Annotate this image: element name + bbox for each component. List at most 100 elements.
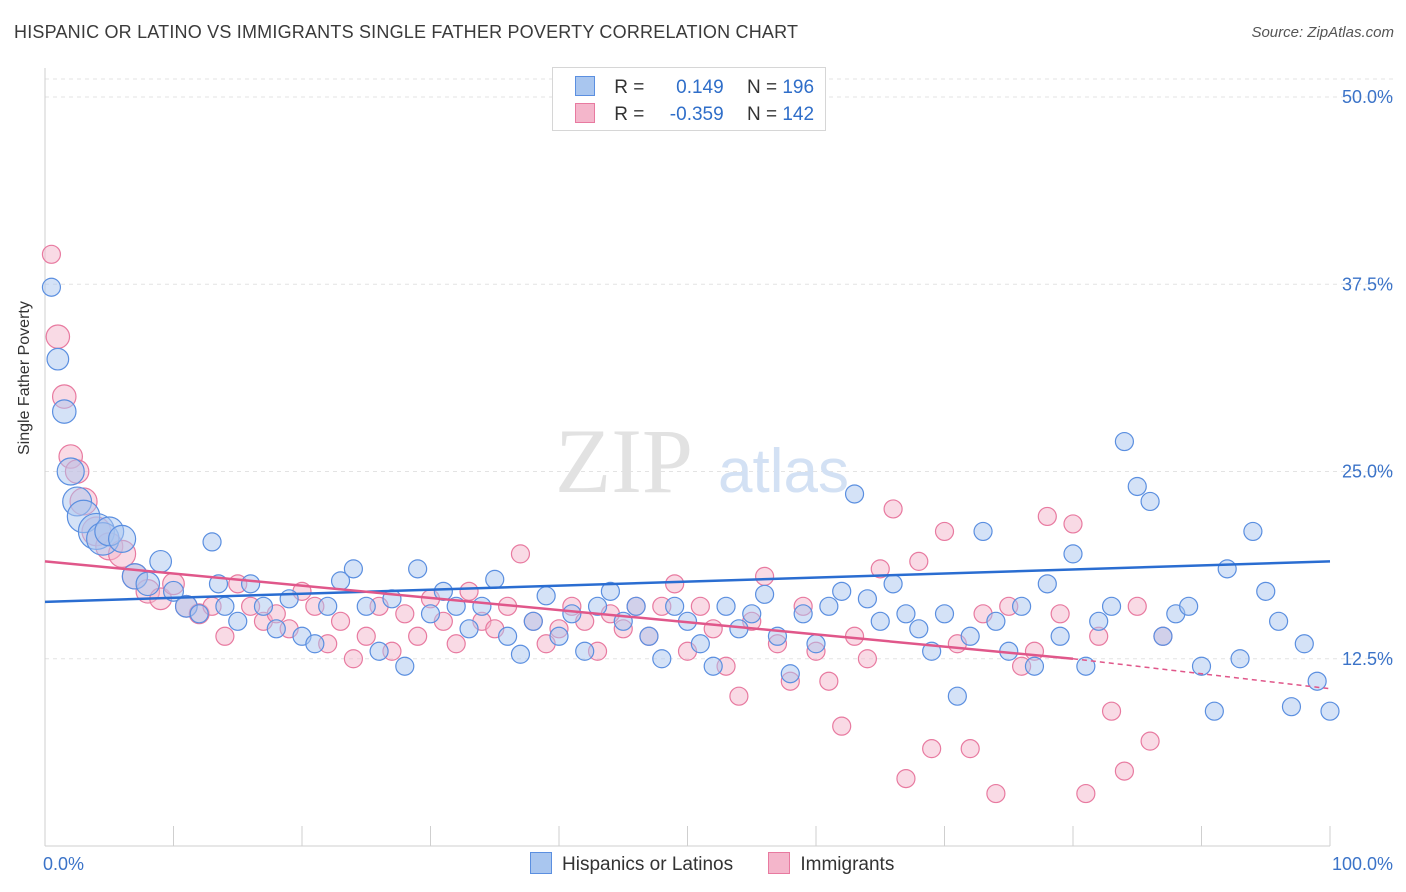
legend-n-value: 142 [782,104,815,125]
y-tick-label: 12.5% [1342,649,1393,669]
hispanics-point [510,644,531,664]
hispanics-point [408,559,428,579]
hispanics-trend-line [44,560,1331,604]
legend-label-hispanics: Hispanics or Latinos [562,854,734,875]
hispanics-point [1217,559,1237,579]
hispanics-point [626,596,646,616]
immigrants-point [934,521,955,542]
hispanics-point [536,586,556,606]
hispanics-point [1281,697,1302,717]
hispanics-point [356,596,376,616]
legend-swatch-blue [575,76,595,96]
legend-r-value: -0.359 [669,104,724,125]
hispanics-point [202,532,222,552]
hispanics-point [844,484,865,504]
hispanics-point [742,604,762,624]
immigrants-point [1037,506,1057,527]
immigrants-point [690,596,710,616]
hispanics-point [369,641,389,661]
hispanics-point [870,611,890,631]
watermark: ZIP atlas [555,410,849,512]
hispanics-point [279,589,299,609]
hispanics-point [690,634,710,654]
hispanics-point [149,549,173,573]
hispanics-point [343,559,363,579]
hispanics-point [1089,611,1109,631]
immigrants-point [1050,604,1070,624]
hispanics-point [1179,596,1199,616]
hispanics-point [1011,596,1032,616]
hispanics-point [960,626,980,646]
hispanics-point [215,596,235,616]
immigrants-point [883,499,903,519]
legend-item-hispanics[interactable]: Hispanics or Latinos [530,852,733,876]
hispanics-point [1243,521,1263,542]
hispanics-point [652,649,672,669]
immigrants-point [870,559,890,579]
chart-title: HISPANIC OR LATINO VS IMMIGRANTS SINGLE … [14,22,799,42]
hispanics-point [587,596,608,616]
legend-swatch-blue [530,852,552,874]
hispanics-point [189,604,209,624]
hispanics-point [883,574,903,594]
immigrants-point [45,324,71,349]
hispanics-point [241,574,261,594]
immigrants-point [909,551,929,571]
hispanics-point [780,664,800,684]
hispanics-point [523,611,543,631]
hispanics-point [1076,656,1096,676]
legend-n-label: N = [746,104,778,125]
immigrants-point [446,634,466,654]
immigrants-point [703,619,723,639]
hispanics-point [575,641,595,661]
immigrants-point [395,604,415,624]
hispanics-point [896,604,916,624]
hispanics-point [819,596,839,616]
hispanics-point [163,580,185,602]
legend-item-immigrants[interactable]: Immigrants [768,852,894,876]
immigrants-point [857,649,878,669]
immigrants-point [832,716,852,736]
hispanics-point [549,626,569,646]
hispanics-point [1320,701,1340,721]
hispanics-point [754,584,775,604]
legend-n-label: N = [746,77,778,98]
y-tick-label: 25.0% [1342,462,1393,482]
immigrants-point [986,783,1006,804]
hispanics-point [562,604,582,624]
y-tick-label: 37.5% [1342,274,1393,294]
hispanics-point [107,524,137,554]
hispanics-point [832,581,852,601]
immigrants-point [960,739,980,759]
hispanics-point [1294,634,1314,654]
legend-row-immigrants: R = -0.359 N = 142 [575,103,814,126]
hispanics-point [986,611,1006,631]
trend-lines [44,560,1331,690]
legend-r-value: 0.149 [676,77,724,98]
hispanics-point [318,596,338,616]
hispanics-point [1153,626,1173,646]
watermark-atlas: atlas [718,437,849,506]
hispanics-point [1037,574,1057,594]
hispanics-point [909,619,929,639]
hispanics-point [716,596,736,616]
hispanics-point [46,347,70,371]
legend-r-label: R = [614,104,645,125]
legend-r-label: R = [614,77,645,98]
hispanics-point [135,571,161,597]
hispanics-point [665,596,685,616]
hispanics-point [1063,544,1083,564]
immigrants-point [1101,701,1122,721]
hispanics-point [485,569,505,589]
legend-label-immigrants: Immigrants [800,854,895,875]
immigrants-point [1063,514,1083,534]
hispanics-point [1127,476,1147,497]
stats-legend: R = 0.149 N = 196 R = -0.359 N = 142 [552,67,826,131]
legend-row-hispanics: R = 0.149 N = 196 [575,76,814,99]
hispanics-point [947,686,967,706]
legend-swatch-pink [575,103,595,123]
immigrants-trend-extension [1072,658,1331,690]
immigrants-point [330,611,351,631]
hispanics-point [1230,649,1250,669]
